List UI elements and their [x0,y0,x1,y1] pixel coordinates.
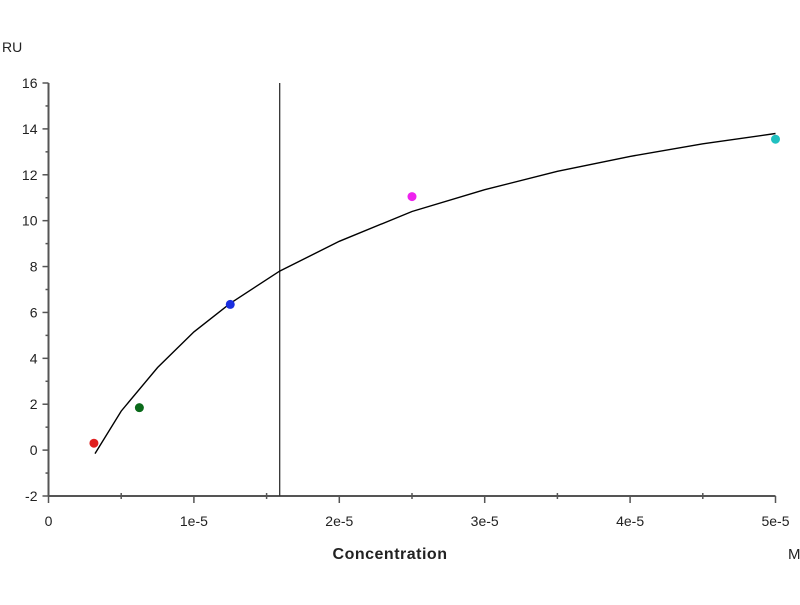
x-axis-unit: M [788,546,800,563]
y-tick-label: 0 [30,442,38,458]
x-tick-label: 2e-5 [325,513,353,529]
data-point [225,299,235,309]
y-axis-label: RU [2,39,22,55]
data-point [134,403,144,413]
x-tick-label: 3e-5 [471,513,499,529]
y-tick-label: -2 [25,488,38,504]
data-point [771,134,780,144]
x-axis-label: Concentration [333,546,448,563]
data-point [89,438,99,448]
data-point [407,192,417,202]
fit-curve [94,132,776,454]
y-tick-label: 14 [22,121,38,137]
x-tick-label: 1e-5 [180,513,208,529]
y-tick-label: 6 [30,304,38,320]
y-tick-label: 16 [22,75,38,91]
y-tick-label: 12 [22,167,38,183]
x-tick-label: 4e-5 [616,513,644,529]
x-tick-label: 0 [45,513,53,529]
y-tick-label: 2 [30,396,38,412]
y-tick-label: 4 [30,350,38,366]
y-tick-label: 10 [22,213,38,229]
x-tick-label: 5e-5 [761,513,789,529]
y-tick-label: 8 [30,259,38,275]
